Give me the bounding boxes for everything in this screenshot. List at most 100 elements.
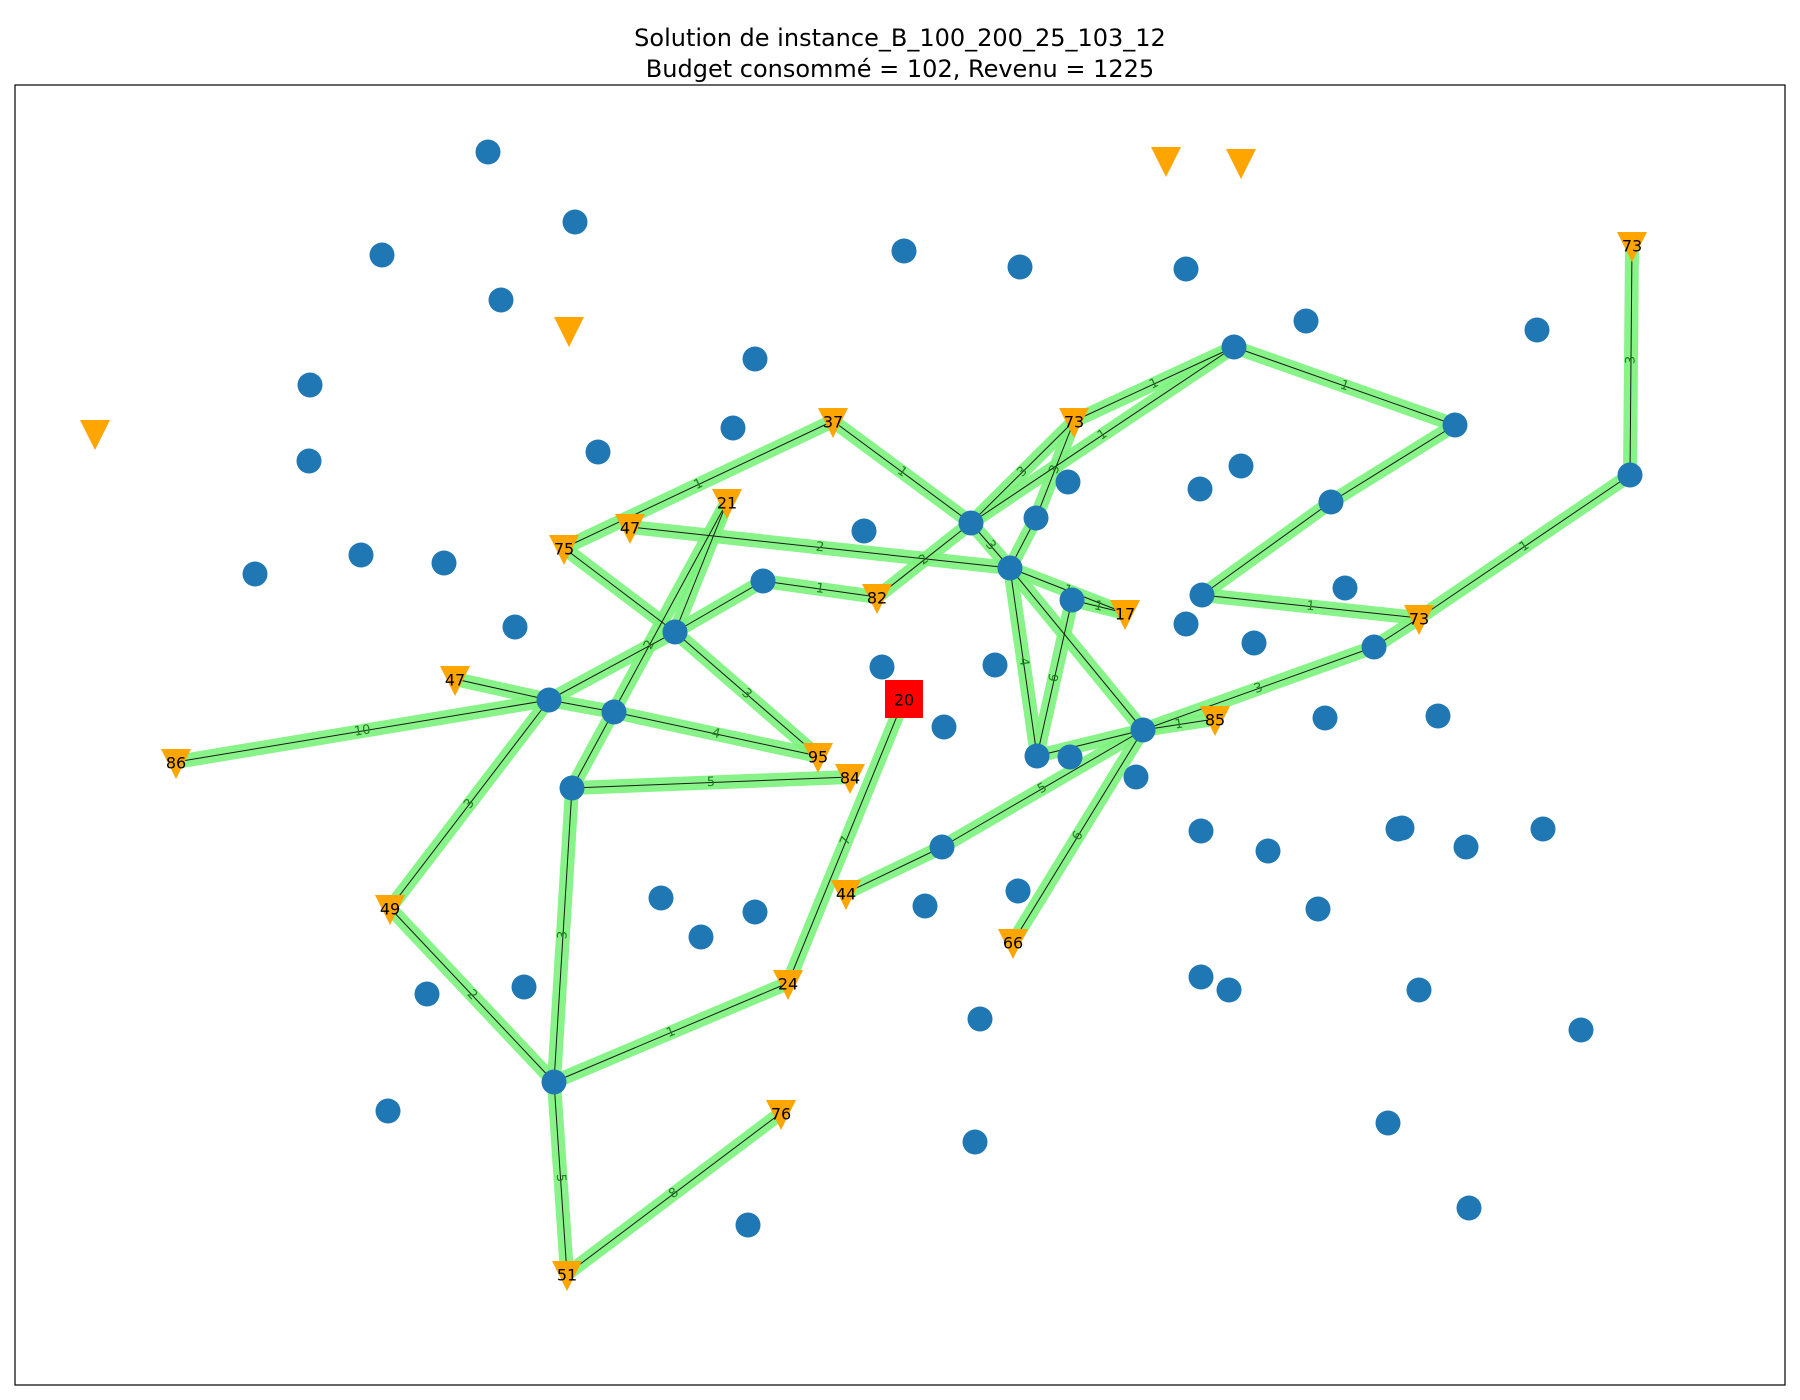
edge-B-T66 [1012,729,1144,943]
edge-n_c5-T73c [1201,594,1420,619]
graph-node-49 [1568,1017,1594,1043]
root-node [885,680,923,718]
terminal-node-T75 [549,535,579,565]
graph-node-36 [1530,816,1556,842]
terminal-node-T95 [803,743,833,773]
steiner-node-n_r3 [1361,634,1387,660]
plain-node-layer [242,139,1643,1238]
edge-weight-label: 4 [1015,657,1031,667]
edge-n_r1-T73c [1418,474,1631,619]
edge-E-T49 [389,699,550,909]
edge-C-n_top [970,346,1235,524]
graph-node-16 [1187,476,1213,502]
terminal-node-U1 [1151,147,1181,177]
terminal-node-T49 [375,895,405,925]
edge-B-n_c4 [1036,729,1144,757]
graph-node-7 [1293,308,1319,334]
figure-title-line-1: Solution de instance_B_100_200_25_103_12 [634,24,1166,52]
terminal-label: 73 [1409,610,1429,629]
terminal-node-T82 [862,584,892,614]
graph-node-45 [414,981,440,1007]
terminal-node-T17 [1110,600,1140,630]
graph-node-2 [369,242,395,268]
graph-node-54 [1456,1195,1482,1221]
terminal-node-T76 [766,1100,796,1130]
graph-node-22 [502,614,528,640]
terminal-label: 44 [836,885,856,904]
graph-node-55 [735,1212,761,1238]
edge-line-layer [175,244,1633,1275]
plot-frame [14,84,1786,1386]
terminal-node-T47b [440,666,470,696]
edge-E-T86 [175,699,550,763]
graph-node-51 [375,1098,401,1124]
terminal-node-T51 [552,1261,582,1291]
steiner-node-B [1130,717,1156,743]
edge-D-E [548,631,676,701]
edge-C-T37 [832,420,972,524]
graph-node-0 [475,139,501,165]
edge-weight-label: 3 [1623,356,1638,364]
terminal-node-U2 [1226,149,1256,179]
edge-weight-label: 1 [1174,716,1184,732]
terminal-label: 76 [771,1105,791,1124]
steiner-node-G [541,1069,567,1095]
graph-node-12 [585,439,611,465]
graph-node-37 [1389,815,1415,841]
edge-T75-D [563,547,676,633]
edge-weight-label: 4 [710,726,721,742]
terminal-node-T73b [1059,408,1089,438]
terminal-label: 75 [554,540,574,559]
terminal-label: 47 [445,671,465,690]
terminal-label: 17 [1115,605,1135,624]
edge-F-T84 [571,776,851,789]
edge-A-T47a [629,526,1011,569]
terminal-label: 21 [717,494,737,513]
root-label: 20 [894,691,914,710]
graph-node-3 [891,238,917,264]
terminal-node-T37 [818,408,848,438]
edge-n_d1-T82 [762,580,878,598]
terminal-label: 24 [778,975,798,994]
graph-node-26 [982,652,1008,678]
graph-node-47 [1216,977,1242,1003]
edge-weight-label: 1 [1093,598,1105,615]
edge-n_tr-n_r2 [1330,424,1456,503]
edge-weight-label: 2 [815,540,825,556]
terminal-node-T86 [161,749,191,779]
root-node-layer: 20 [885,680,923,718]
steiner-node-n_c5 [1189,582,1215,608]
graph-node-14 [1055,469,1081,495]
terminal-label: 86 [166,754,186,773]
graph-node-46 [1188,964,1214,990]
terminal-label: 51 [557,1266,577,1285]
edge-weight-label: 5 [553,1173,569,1182]
edge-T21-F [571,501,728,789]
edge-weight-label: 10 [353,722,372,740]
edge-D-T95 [674,631,819,757]
graph-node-18 [851,518,877,544]
edge-T24-R [787,698,905,984]
edge-C-T82 [876,522,972,598]
graph-node-48 [1406,977,1432,1003]
terminal-label: 82 [867,589,887,608]
graph-node-9 [742,346,768,372]
graph-node-30 [1057,744,1083,770]
terminal-label: 49 [380,900,400,919]
graph-node-6 [488,287,514,313]
terminal-node-T73c [1404,605,1434,635]
graph-node-10 [297,372,323,398]
steiner-node-n_tr [1442,412,1468,438]
terminal-label: 47 [620,519,640,538]
graph-node-43 [688,924,714,950]
terminal-node-T21 [712,489,742,519]
edge-A-n_c4 [1009,567,1038,757]
graph-node-19 [242,561,268,587]
terminal-label: 95 [808,748,828,767]
terminal-label: 37 [823,413,843,432]
edge-weight-label: 5 [707,775,716,790]
edge-T37-T75 [563,420,834,549]
edge-E-T47b [454,678,550,701]
steiner-node-n_c2 [1023,505,1049,531]
